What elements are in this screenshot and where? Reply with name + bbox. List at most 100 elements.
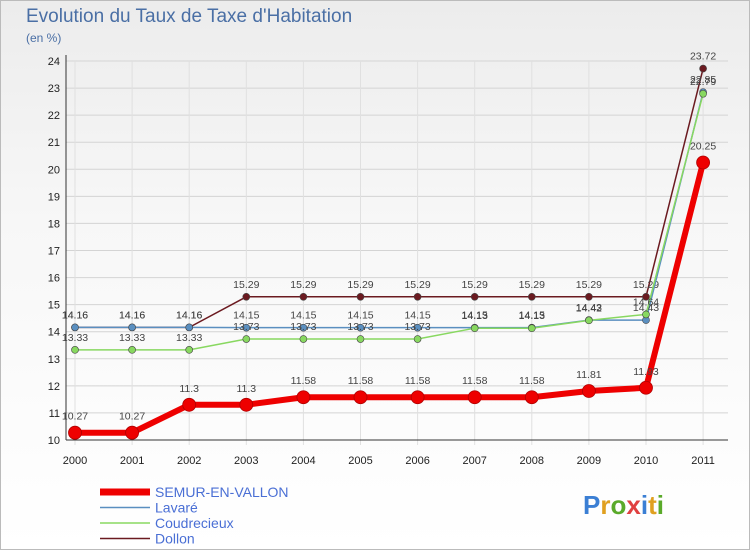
data-label: 11.58 — [291, 375, 317, 387]
data-label: 11.81 — [576, 369, 602, 381]
x-tick-label: 2001 — [120, 455, 144, 467]
x-tick-label: 2004 — [291, 455, 315, 467]
data-label: 13.73 — [347, 321, 373, 333]
x-tick-label: 2005 — [348, 455, 372, 467]
data-label: 14.13 — [462, 310, 488, 322]
data-label: 11.3 — [236, 383, 256, 395]
data-point — [299, 292, 308, 301]
data-point — [413, 323, 422, 332]
series-line-lavaré — [75, 91, 704, 329]
data-point — [699, 64, 707, 73]
data-point — [353, 390, 368, 405]
data-point — [128, 323, 136, 332]
y-tick-label: 21 — [48, 137, 60, 149]
y-tick-label: 12 — [48, 381, 60, 393]
data-label: 13.33 — [119, 332, 145, 344]
y-tick-label: 23 — [48, 83, 60, 95]
x-tick-label: 2010 — [634, 455, 658, 467]
x-tick-label: 2008 — [520, 455, 544, 467]
series-line-dollon — [75, 68, 704, 329]
data-label: 14.43 — [633, 302, 659, 314]
data-label: 15.29 — [233, 279, 259, 291]
y-tick-label: 15 — [48, 300, 60, 312]
data-label: 15.29 — [462, 279, 488, 291]
data-label: 14.16 — [119, 309, 145, 321]
legend-label: SEMUR-EN-VALLON — [155, 484, 289, 500]
data-label: 14.15 — [347, 310, 373, 322]
y-tick-label: 13 — [48, 354, 60, 366]
y-tick-label: 17 — [48, 246, 60, 258]
data-point — [128, 346, 136, 354]
data-label: 14.16 — [176, 309, 202, 321]
x-tick-label: 2007 — [462, 455, 486, 467]
x-tick-label: 2011 — [691, 455, 715, 467]
data-point — [185, 323, 193, 332]
x-tick-label: 2000 — [63, 455, 87, 467]
data-point — [639, 380, 653, 395]
data-label: 14.16 — [62, 309, 88, 321]
data-label: 20.25 — [690, 141, 716, 153]
data-point — [585, 316, 593, 325]
data-label: 11.58 — [462, 375, 488, 387]
y-tick-label: 16 — [48, 273, 60, 285]
data-label: 14.15 — [462, 310, 488, 322]
data-point — [71, 323, 79, 332]
data-label: 14.15 — [404, 310, 430, 322]
data-label: 14.16 — [119, 309, 145, 321]
data-point — [642, 292, 650, 301]
data-point — [182, 397, 197, 412]
data-point — [410, 390, 425, 405]
legend-label: Coudrecieux — [155, 515, 234, 531]
y-tick-label: 14 — [48, 327, 60, 339]
data-point — [185, 346, 193, 354]
data-label: 14.43 — [576, 302, 602, 314]
data-point — [470, 292, 479, 301]
data-point — [125, 425, 140, 440]
data-point — [356, 323, 365, 332]
legend-label: Lavaré — [155, 500, 198, 516]
y-tick-label: 20 — [48, 164, 60, 176]
data-label: 23.72 — [690, 51, 716, 63]
data-label: 14.64 — [633, 296, 659, 308]
y-tick-label: 11 — [49, 408, 60, 420]
proxiti-logo: Proxiti — [583, 490, 664, 520]
y-tick-label: 22 — [48, 110, 60, 122]
data-point — [299, 335, 308, 343]
data-label: 14.13 — [519, 310, 545, 322]
data-label: 11.93 — [633, 366, 659, 378]
data-label: 10.27 — [119, 411, 145, 423]
x-tick-label: 2009 — [577, 455, 601, 467]
data-point — [470, 324, 479, 332]
data-point — [524, 390, 539, 405]
data-label: 10.27 — [62, 411, 88, 423]
data-label: 11.3 — [179, 383, 199, 395]
data-point — [413, 335, 422, 343]
data-label: 13.73 — [404, 321, 430, 333]
y-tick-label: 19 — [48, 191, 60, 203]
data-label: 11.58 — [348, 375, 374, 387]
data-point — [413, 292, 422, 301]
legend-label: Dollon — [155, 531, 195, 547]
data-label: 14.42 — [576, 302, 602, 314]
data-point — [299, 323, 308, 332]
data-point — [68, 425, 82, 440]
x-tick-label: 2006 — [405, 455, 429, 467]
y-tick-label: 18 — [48, 218, 60, 230]
x-tick-label: 2003 — [234, 455, 258, 467]
data-label: 22.85 — [690, 74, 716, 86]
chart-title: Evolution du Taux de Taxe d'Habitation — [26, 6, 353, 27]
data-point — [296, 390, 311, 405]
series-line-coudrecieux — [75, 93, 704, 351]
data-label: 15.29 — [347, 279, 373, 291]
series-line-semur-en-vallon — [75, 161, 707, 436]
data-label: 15.29 — [576, 279, 602, 291]
data-label: 11.58 — [519, 375, 545, 387]
chart-subtitle: (en %) — [26, 31, 62, 45]
data-label: 22.79 — [690, 76, 716, 88]
data-label: 14.15 — [519, 310, 545, 322]
data-point — [356, 335, 365, 343]
data-label: 13.33 — [176, 332, 202, 344]
data-label: 14.16 — [62, 309, 88, 321]
